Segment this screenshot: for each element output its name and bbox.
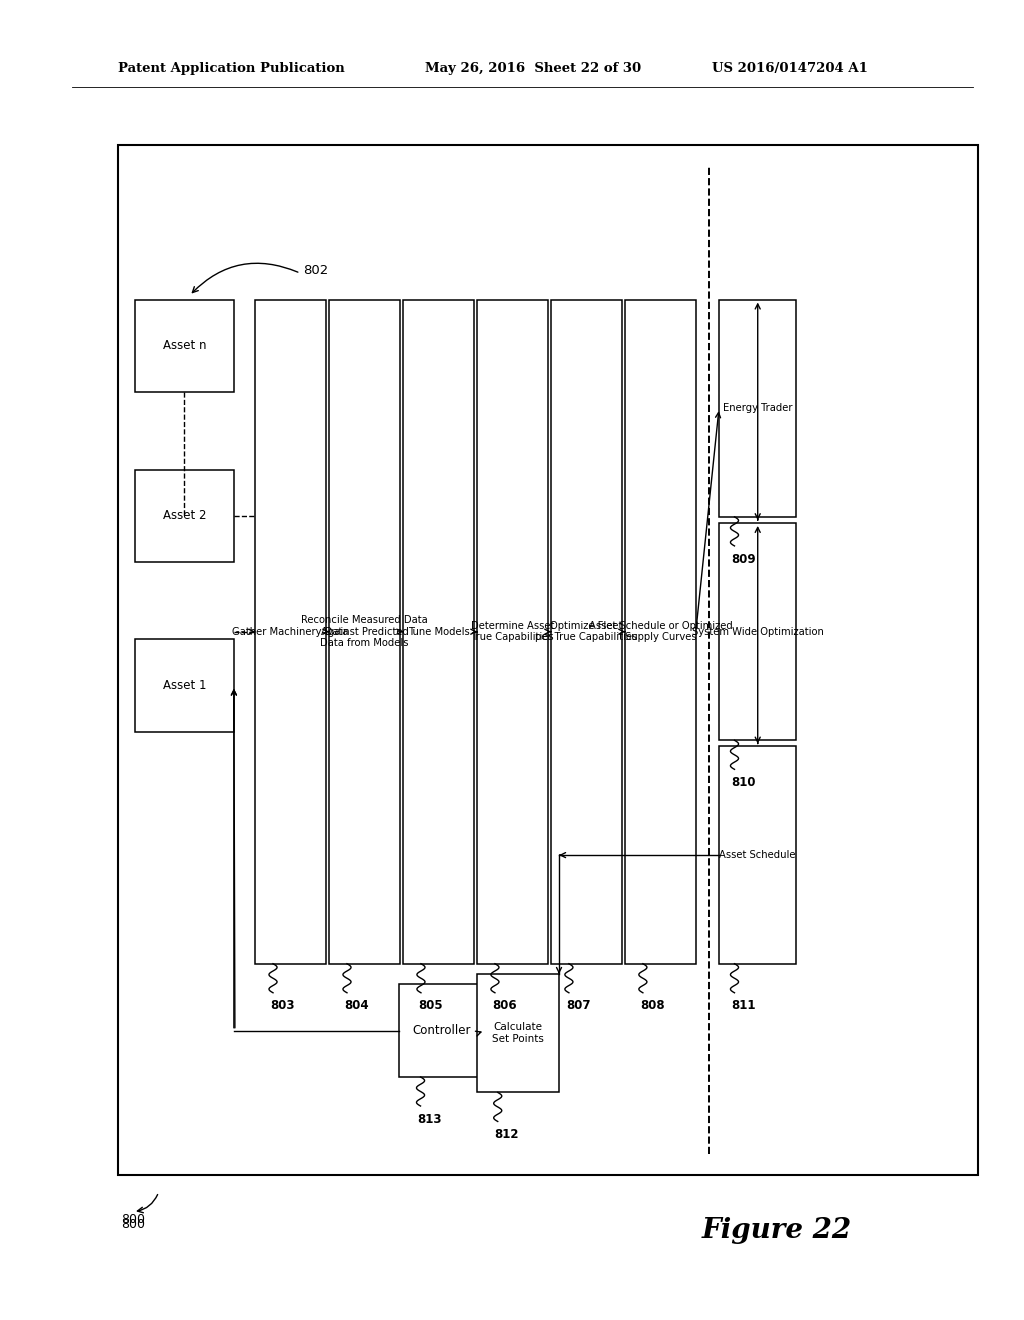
Text: 802: 802 [303, 264, 329, 277]
Text: Calculate
Set Points: Calculate Set Points [493, 1023, 544, 1044]
Text: Patent Application Publication: Patent Application Publication [118, 62, 344, 75]
Text: 811: 811 [731, 999, 756, 1012]
Text: 800: 800 [121, 1213, 144, 1226]
Text: 805: 805 [418, 999, 442, 1012]
Text: 807: 807 [566, 999, 591, 1012]
Text: 810: 810 [731, 776, 756, 789]
Text: Optimize Fleet
per True Capabilities: Optimize Fleet per True Capabilities [536, 620, 638, 643]
Text: Reconcile Measured Data
Against Predicted
Data from Models: Reconcile Measured Data Against Predicte… [301, 615, 428, 648]
Text: Controller: Controller [413, 1024, 471, 1038]
Text: Figure 22: Figure 22 [701, 1217, 852, 1243]
Text: 800: 800 [121, 1218, 144, 1232]
Text: Tune Models: Tune Models [408, 627, 469, 636]
Text: 806: 806 [492, 999, 516, 1012]
Text: Asset Schedule: Asset Schedule [720, 850, 796, 861]
Text: 809: 809 [731, 553, 756, 565]
Text: 804: 804 [344, 999, 369, 1012]
Text: 808: 808 [640, 999, 665, 1012]
Text: Determine Asset
True Capabilities: Determine Asset True Capabilities [471, 620, 554, 643]
Text: System Wide Optimization: System Wide Optimization [692, 627, 823, 636]
Text: Gather Machinery Data: Gather Machinery Data [232, 627, 349, 636]
Text: 803: 803 [270, 999, 295, 1012]
Text: Asset 2: Asset 2 [163, 510, 206, 523]
Text: Energy Trader: Energy Trader [723, 404, 793, 413]
Text: Asset Schedule or Optimized
Supply Curves: Asset Schedule or Optimized Supply Curve… [589, 620, 732, 643]
Text: Asset n: Asset n [163, 339, 206, 352]
Text: 812: 812 [495, 1129, 519, 1140]
Text: May 26, 2016  Sheet 22 of 30: May 26, 2016 Sheet 22 of 30 [425, 62, 641, 75]
Text: Asset 1: Asset 1 [163, 680, 206, 692]
Text: US 2016/0147204 A1: US 2016/0147204 A1 [712, 62, 867, 75]
Text: 813: 813 [418, 1113, 442, 1126]
